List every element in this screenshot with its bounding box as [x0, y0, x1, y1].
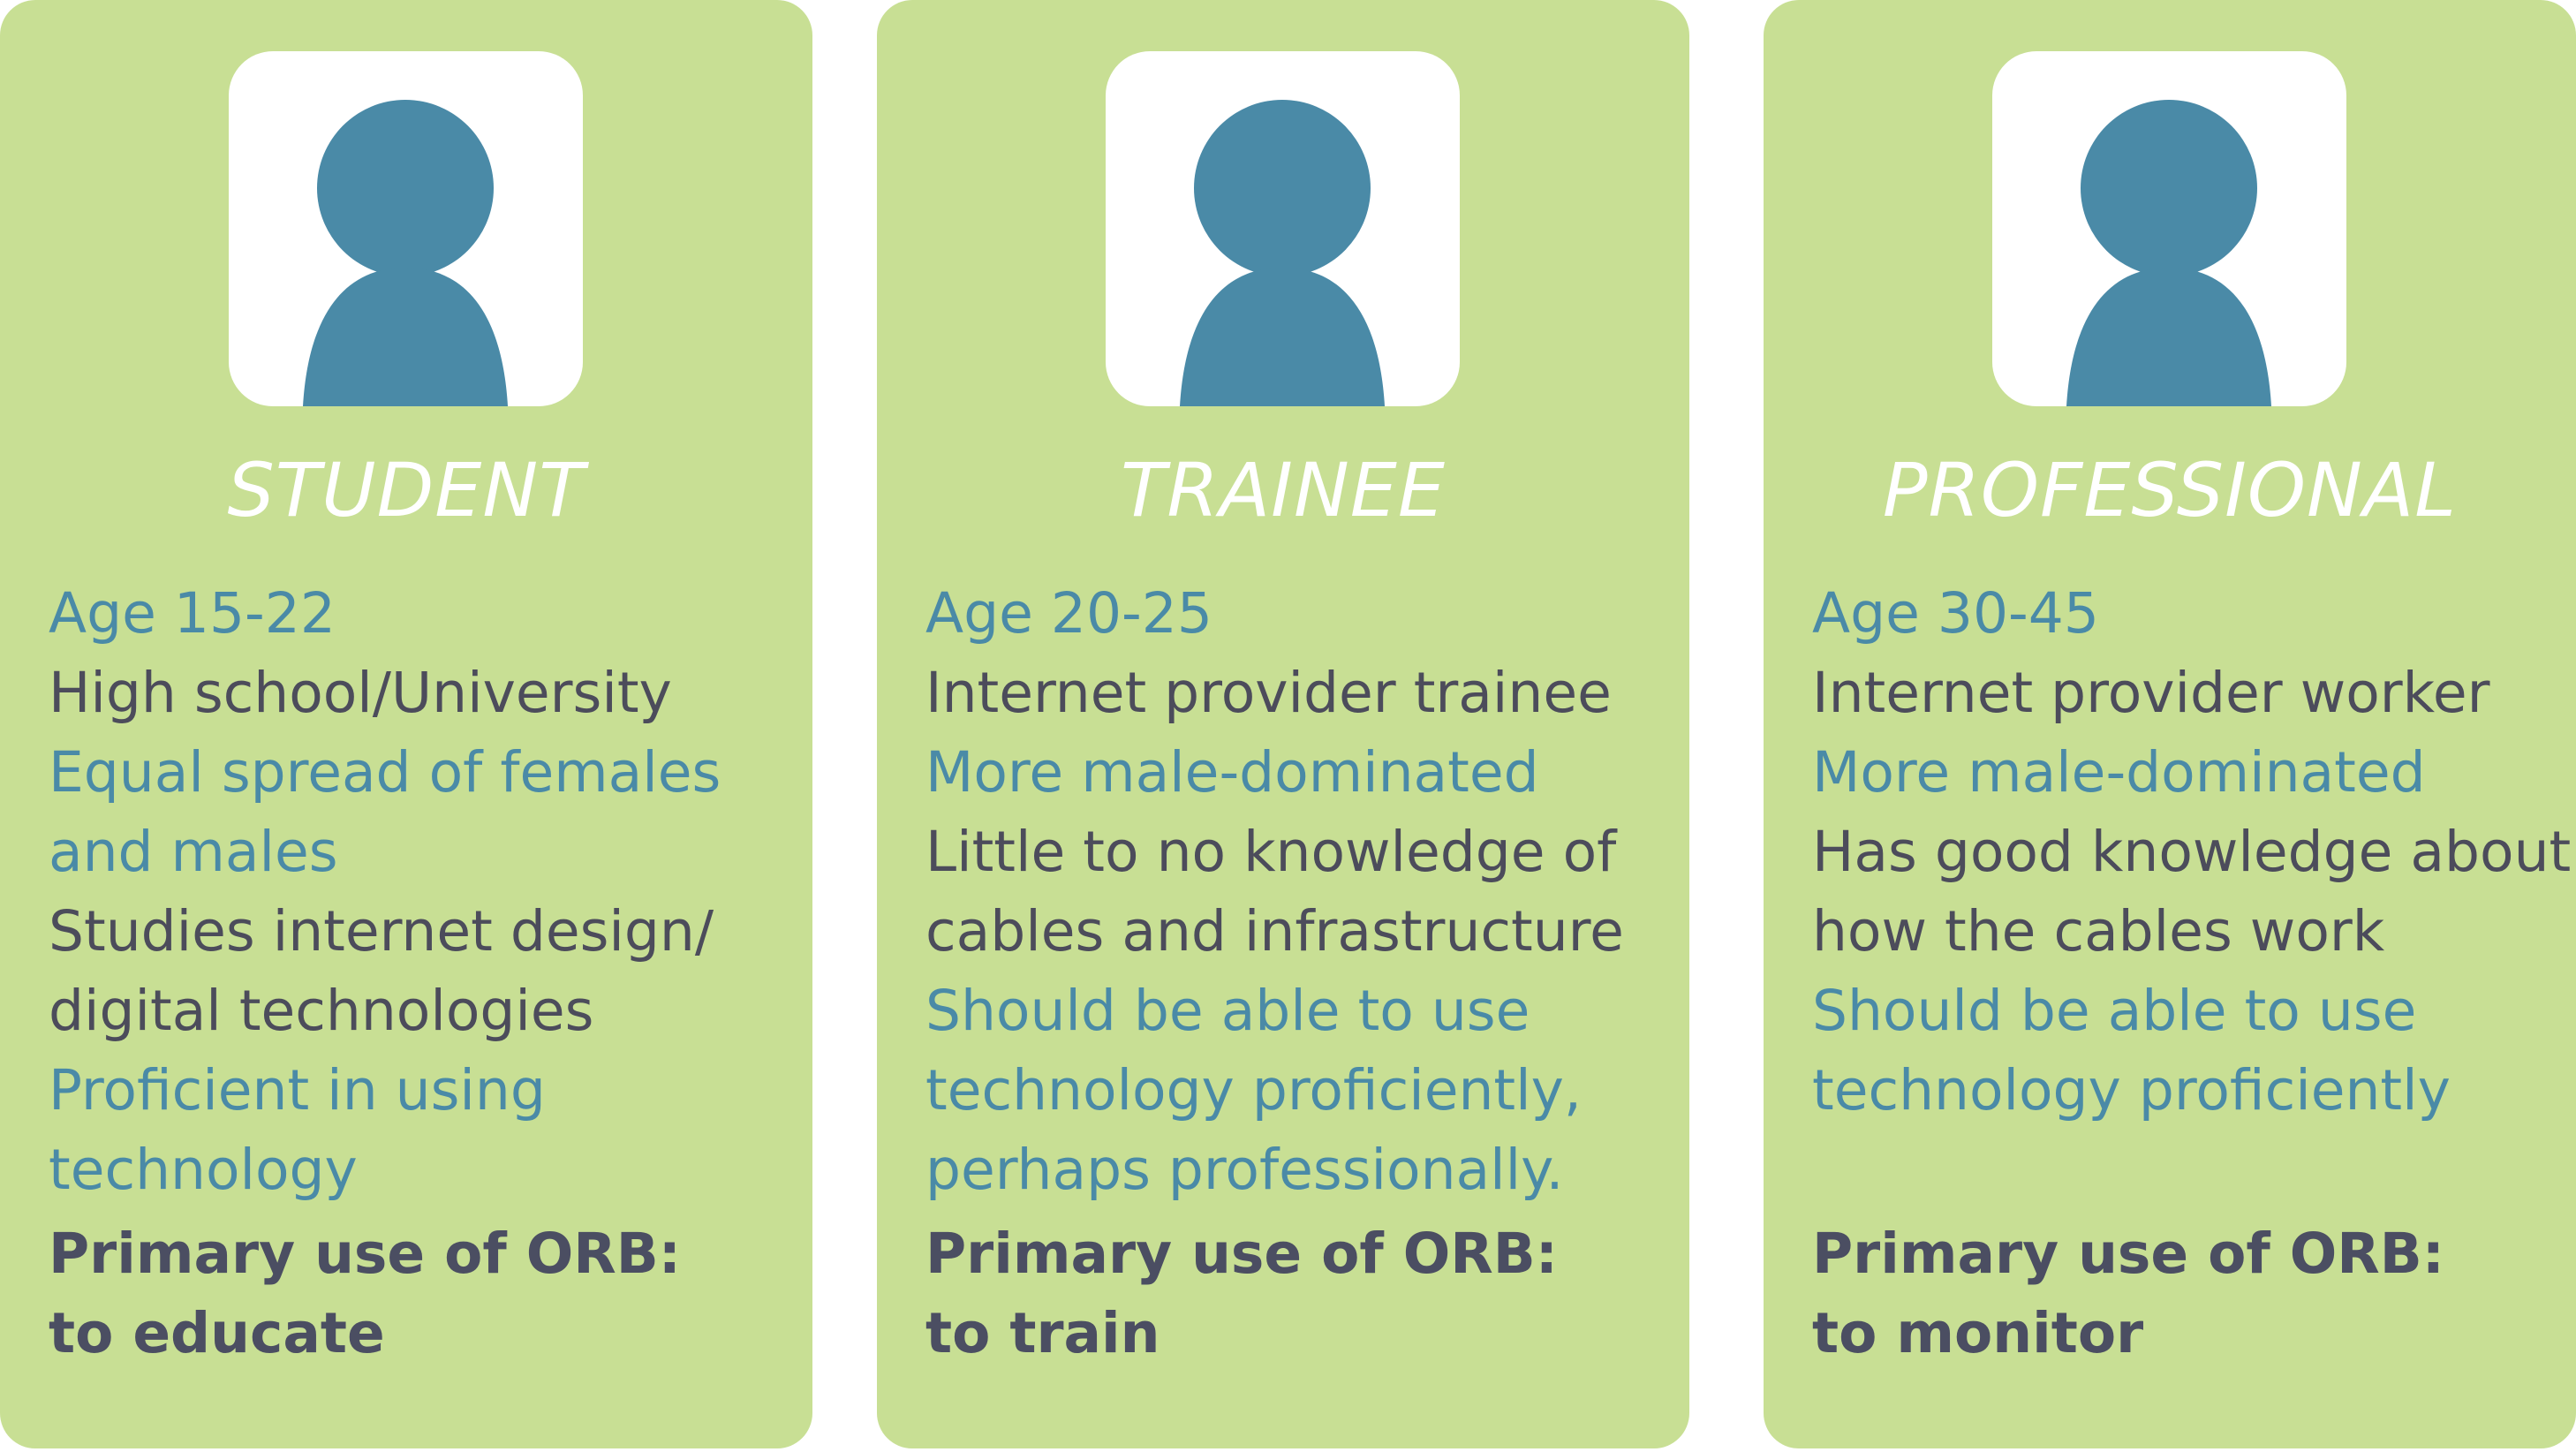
detail-line: Proficient in using: [49, 1058, 546, 1123]
detail-line: Has good knowledge about: [1812, 820, 2572, 884]
persona-title: PROFESSIONAL: [1882, 447, 2458, 533]
persona-details: Age 30-45 Internet provider worker More …: [1812, 574, 2572, 1131]
avatar: [1992, 51, 2346, 406]
detail-line: Little to no knowledge of: [925, 820, 1617, 884]
primary-use-label: Primary use of ORB:: [49, 1221, 681, 1286]
detail-line: More male-dominated: [1812, 740, 2426, 805]
detail-line: Age 15-22: [49, 581, 336, 646]
detail-line: and males: [49, 820, 338, 884]
primary-use-label: Primary use of ORB:: [1812, 1221, 2444, 1286]
detail-line: Studies internet design/: [49, 899, 714, 964]
primary-use: Primary use of ORB: to monitor: [1812, 1214, 2572, 1373]
avatar: [1106, 51, 1460, 406]
persona-title: STUDENT: [227, 447, 585, 533]
detail-line: Internet provider trainee: [925, 661, 1612, 725]
primary-use-value: to educate: [49, 1301, 385, 1365]
persona-title: TRAINEE: [1121, 447, 1446, 533]
detail-line: Equal spread of females: [49, 740, 721, 805]
detail-line: Should be able to use: [1812, 979, 2417, 1043]
primary-use: Primary use of ORB: to educate: [49, 1214, 808, 1373]
person-icon: [303, 100, 508, 406]
persona-card-student: STUDENT Age 15-22 High school/University…: [0, 0, 812, 1448]
detail-line: More male-dominated: [925, 740, 1539, 805]
detail-line: cables and infrastructure: [925, 899, 1624, 964]
avatar: [229, 51, 583, 406]
person-icon: [1180, 100, 1385, 406]
detail-line: technology: [49, 1138, 358, 1202]
person-icon: [2066, 100, 2271, 406]
detail-line: perhaps professionally.: [925, 1138, 1564, 1202]
detail-line: High school/University: [49, 661, 672, 725]
detail-line: Age 20-25: [925, 581, 1212, 646]
primary-use-value: to monitor: [1812, 1301, 2144, 1365]
primary-use: Primary use of ORB: to train: [925, 1214, 1685, 1373]
detail-line: technology proficiently: [1812, 1058, 2451, 1123]
persona-details: Age 15-22 High school/University Equal s…: [49, 574, 808, 1210]
persona-card-professional: PROFESSIONAL Age 30-45 Internet provider…: [1764, 0, 2576, 1448]
detail-line: how the cables work: [1812, 899, 2385, 964]
primary-use-value: to train: [925, 1301, 1160, 1365]
persona-details: Age 20-25 Internet provider trainee More…: [925, 574, 1685, 1210]
detail-line: Should be able to use: [925, 979, 1530, 1043]
detail-line: Internet provider worker: [1812, 661, 2490, 725]
detail-line: digital technologies: [49, 979, 594, 1043]
detail-line: technology proficiently,: [925, 1058, 1582, 1123]
detail-line: Age 30-45: [1812, 581, 2099, 646]
primary-use-label: Primary use of ORB:: [925, 1221, 1558, 1286]
persona-card-trainee: TRAINEE Age 20-25 Internet provider trai…: [877, 0, 1689, 1448]
